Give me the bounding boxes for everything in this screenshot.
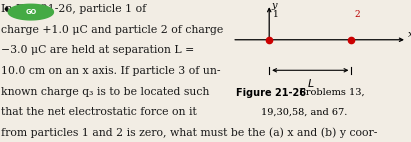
Text: from particles 1 and 2 is zero, what must be the (a) x and (b) y coor-: from particles 1 and 2 is zero, what mus… — [1, 128, 378, 138]
Text: In Fig. 21-26, particle 1 of: In Fig. 21-26, particle 1 of — [1, 4, 146, 14]
Text: GO: GO — [25, 9, 37, 15]
Text: that the net electrostatic force on it: that the net electrostatic force on it — [1, 107, 197, 117]
Text: 10.0 cm on an x axis. If particle 3 of un-: 10.0 cm on an x axis. If particle 3 of u… — [1, 66, 221, 76]
Text: y: y — [271, 1, 277, 10]
Text: Problems 13,: Problems 13, — [296, 88, 365, 97]
Polygon shape — [8, 4, 53, 20]
Text: −3.0 μC are held at separation L =: −3.0 μC are held at separation L = — [1, 45, 194, 55]
Text: x: x — [408, 30, 411, 39]
Text: known charge q₃ is to be located such: known charge q₃ is to be located such — [1, 87, 210, 97]
Text: 2: 2 — [355, 10, 360, 19]
Text: charge +1.0 μC and particle 2 of charge: charge +1.0 μC and particle 2 of charge — [1, 25, 224, 35]
Text: •–13: •–13 — [2, 4, 31, 15]
Text: 1: 1 — [272, 10, 278, 19]
Text: Figure 21-26: Figure 21-26 — [236, 88, 306, 98]
Text: 19,30,58, and 67.: 19,30,58, and 67. — [261, 107, 347, 116]
Text: $L$: $L$ — [307, 77, 314, 89]
